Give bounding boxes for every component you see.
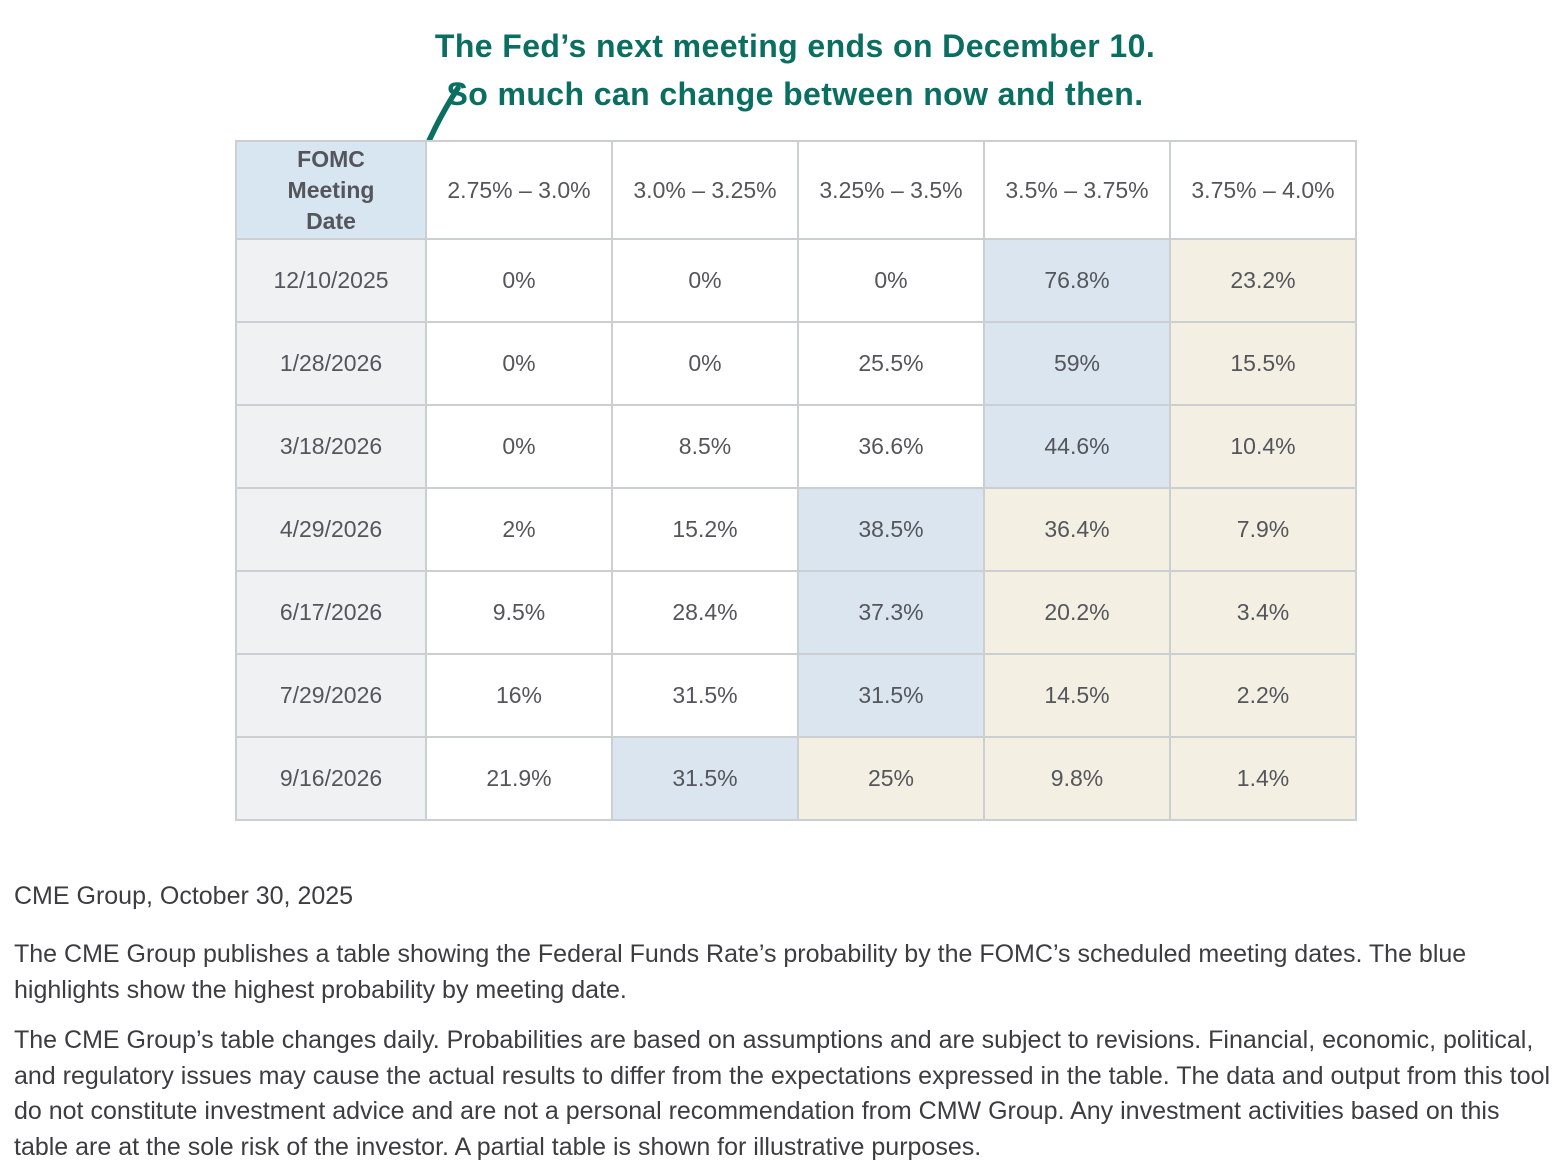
disclaimer-paragraph: The CME Group’s table changes daily. Pro… xyxy=(14,1026,1551,1161)
table-row: 12/10/2025 0% 0% 0% 76.8% 23.2% xyxy=(235,238,1357,323)
probability-cell: 16% xyxy=(425,653,613,738)
probability-cell: 3.4% xyxy=(1169,570,1357,655)
probability-cell-highest: 59% xyxy=(983,321,1171,406)
handwritten-annotation: The Fed’s next meeting ends on December … xyxy=(385,22,1205,118)
probability-cell: 31.5% xyxy=(611,653,799,738)
table-row: 9/16/2026 21.9% 31.5% 25% 9.8% 1.4% xyxy=(235,736,1357,821)
table-row: 7/29/2026 16% 31.5% 31.5% 14.5% 2.2% xyxy=(235,653,1357,738)
probability-cell: 8.5% xyxy=(611,404,799,489)
probability-cell: 20.2% xyxy=(983,570,1171,655)
table-header-row: FOMC Meeting Date 2.75% – 3.0% 3.0% – 3.2… xyxy=(235,140,1357,240)
probability-cell-highest: 44.6% xyxy=(983,404,1171,489)
corner-header-cell: FOMC Meeting Date xyxy=(235,140,427,240)
probability-cell: 23.2% xyxy=(1169,238,1357,323)
fomc-rate-probability-table: FOMC Meeting Date 2.75% – 3.0% 3.0% – 3.2… xyxy=(235,140,1357,821)
table-row: 4/29/2026 2% 15.2% 38.5% 36.4% 7.9% xyxy=(235,487,1357,572)
probability-cell: 2% xyxy=(425,487,613,572)
meeting-date-cell: 4/29/2026 xyxy=(235,487,427,572)
probability-cell-highest: 38.5% xyxy=(797,487,985,572)
probability-cell: 0% xyxy=(425,321,613,406)
probability-cell: 14.5% xyxy=(983,653,1171,738)
table-row: 3/18/2026 0% 8.5% 36.6% 44.6% 10.4% xyxy=(235,404,1357,489)
probability-cell-highest: 31.5% xyxy=(797,653,985,738)
probability-cell: 15.2% xyxy=(611,487,799,572)
probability-cell: 0% xyxy=(611,238,799,323)
probability-cell: 36.4% xyxy=(983,487,1171,572)
annotation-line2: So much can change between now and then. xyxy=(446,76,1144,112)
probability-cell: 0% xyxy=(797,238,985,323)
rate-range-header-cell: 3.5% – 3.75% xyxy=(983,140,1171,240)
table-row: 1/28/2026 0% 0% 25.5% 59% 15.5% xyxy=(235,321,1357,406)
rate-range-header-cell: 3.0% – 3.25% xyxy=(611,140,799,240)
probability-cell: 0% xyxy=(425,404,613,489)
probability-cell: 15.5% xyxy=(1169,321,1357,406)
probability-cell: 1.4% xyxy=(1169,736,1357,821)
meeting-date-cell: 7/29/2026 xyxy=(235,653,427,738)
probability-cell: 25.5% xyxy=(797,321,985,406)
probability-cell: 10.4% xyxy=(1169,404,1357,489)
meeting-date-cell: 9/16/2026 xyxy=(235,736,427,821)
annotation-line1: The Fed’s next meeting ends on December … xyxy=(434,28,1156,64)
probability-cell: 0% xyxy=(425,238,613,323)
probability-cell: 25% xyxy=(797,736,985,821)
probability-cell: 36.6% xyxy=(797,404,985,489)
source-attribution: CME Group, October 30, 2025 xyxy=(14,882,354,910)
meeting-date-cell: 1/28/2026 xyxy=(235,321,427,406)
probability-cell-highest: 76.8% xyxy=(983,238,1171,323)
probability-cell-highest: 37.3% xyxy=(797,570,985,655)
probability-cell: 7.9% xyxy=(1169,487,1357,572)
rate-range-header-cell: 3.25% – 3.5% xyxy=(797,140,985,240)
probability-cell: 21.9% xyxy=(425,736,613,821)
corner-header-label: FOMC Meeting Date xyxy=(287,145,375,234)
probability-cell-highest: 31.5% xyxy=(611,736,799,821)
probability-cell: 0% xyxy=(611,321,799,406)
table-row: 6/17/2026 9.5% 28.4% 37.3% 20.2% 3.4% xyxy=(235,570,1357,655)
meeting-date-cell: 6/17/2026 xyxy=(235,570,427,655)
probability-cell: 2.2% xyxy=(1169,653,1357,738)
meeting-date-cell: 12/10/2025 xyxy=(235,238,427,323)
meeting-date-cell: 3/18/2026 xyxy=(235,404,427,489)
probability-cell: 9.8% xyxy=(983,736,1171,821)
rate-range-header-cell: 2.75% – 3.0% xyxy=(425,140,613,240)
rate-range-header-cell: 3.75% – 4.0% xyxy=(1169,140,1357,240)
probability-cell: 9.5% xyxy=(425,570,613,655)
description-paragraph: The CME Group publishes a table showing … xyxy=(14,940,1467,1004)
probability-cell: 28.4% xyxy=(611,570,799,655)
